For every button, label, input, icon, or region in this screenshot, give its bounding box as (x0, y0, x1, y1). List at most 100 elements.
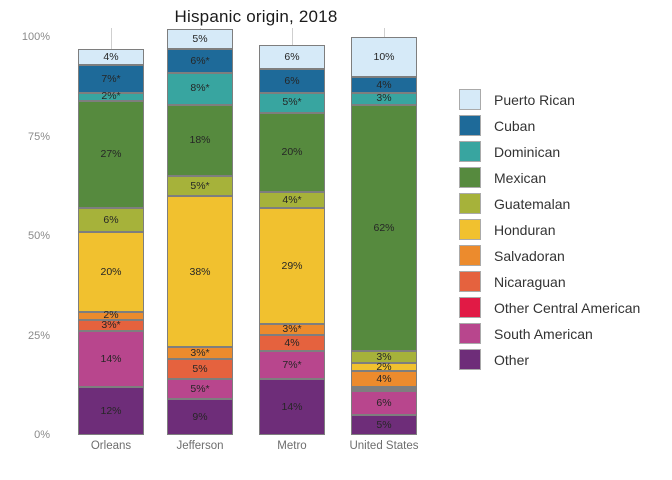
bar-segment: 38% (167, 196, 233, 348)
legend-label: Cuban (494, 117, 536, 134)
bar-segment-value-label: 3% (376, 92, 392, 105)
bar-jefferson: 5% 6%* 8%* 18% 5%* 38% 3%* 5% 5%* 9% (167, 29, 233, 435)
bar-segment: 7%* (78, 64, 144, 93)
bar-segment-value-label: 4% (376, 78, 392, 91)
bar-segment-value-label: 20% (281, 146, 303, 159)
bar-segment-value-label: 5%* (282, 96, 302, 109)
bar-segment-value-label: 12% (100, 404, 122, 417)
bar-segment-value-label: 20% (100, 265, 122, 278)
bar-segment: 7%* (259, 351, 325, 380)
bar-segment: 6% (259, 44, 325, 69)
bar-segment: 18% (167, 104, 233, 177)
bar-segment: 6%* (167, 48, 233, 73)
legend-label: Salvadoran (494, 247, 565, 264)
legend-item: South American (459, 323, 640, 344)
bar-segment: 3% (351, 92, 417, 105)
bar-segment: 3%* (259, 323, 325, 336)
bar-segment-value-label: 8%* (190, 82, 210, 95)
y-tick-label: 50% (27, 230, 50, 242)
legend-swatch-icon (459, 115, 481, 136)
bar-segment: 5%* (167, 176, 233, 197)
legend-item: Cuban (459, 115, 640, 136)
legend-label: Nicaraguan (494, 273, 566, 290)
legend-swatch-icon (459, 245, 481, 266)
bar-segment-value-label: 14% (281, 400, 303, 413)
bar-segment-value-label: 14% (100, 353, 122, 366)
bar-segment (351, 387, 417, 390)
bar-segment: 4% (259, 335, 325, 352)
legend-item: Dominican (459, 141, 640, 162)
bar-segment-value-label: 4%* (282, 193, 302, 206)
legend-item: Mexican (459, 167, 640, 188)
legend: Puerto Rican Cuban Dominican Mexican Guatema… (459, 89, 640, 375)
bar-segment: 5% (167, 359, 233, 380)
bar-segment: 4%* (259, 192, 325, 209)
bar-metro: 6% 6% 5%* 20% 4%* 29% 3%* 4% 7%* 14% (259, 44, 325, 435)
y-tick-label: 75% (27, 130, 50, 143)
legend-label: Guatemalan (494, 195, 571, 212)
legend-item: Other (459, 349, 640, 370)
legend-swatch-icon (459, 323, 481, 344)
bar-segment: 3% (351, 351, 417, 364)
bar-segment-value-label: 4% (284, 337, 300, 350)
bar-segment: 8%* (167, 72, 233, 105)
bar-segment-value-label: 6%* (190, 54, 210, 67)
legend-item: Nicaraguan (459, 271, 640, 292)
bar-segment-value-label: 7%* (101, 72, 121, 85)
legend-swatch-icon (459, 219, 481, 240)
bar-segment-value-label: 38% (189, 265, 211, 278)
bar-segment: 5% (167, 29, 233, 49)
bar-segment (351, 389, 417, 392)
legend-swatch-icon (459, 193, 481, 214)
bar-segment: 20% (259, 112, 325, 193)
bar-segment: 2% (351, 362, 417, 372)
bar-segment-value-label: 4% (103, 50, 119, 63)
legend-item: Puerto Rican (459, 89, 640, 110)
bar-segment: 5%* (167, 379, 233, 400)
category-tick-line (200, 28, 201, 30)
bar-segment-value-label: 62% (373, 221, 395, 234)
legend-item: Honduran (459, 219, 640, 240)
legend-label: Other Central American (494, 299, 641, 316)
y-tick-label: 0% (34, 429, 50, 441)
bar-segment-value-label: 29% (281, 259, 303, 272)
legend-swatch-icon (459, 167, 481, 188)
legend-label: South American (494, 325, 593, 342)
bar-segment-value-label: 6% (284, 74, 300, 87)
bar-united-states: 10% 4% 3% 62% 3% 2% 4% 6% 5% (351, 37, 417, 435)
legend-label: Puerto Rican (494, 91, 575, 108)
legend-label: Dominican (494, 143, 561, 160)
legend-swatch-icon (459, 297, 481, 318)
bar-segment-value-label: 9% (192, 410, 208, 423)
bar-segment-value-label: 3%* (190, 347, 210, 360)
bar-segment: 5% (351, 415, 417, 435)
bar-segment: 6% (78, 208, 144, 232)
legend-item: Other Central American (459, 297, 640, 318)
x-category-label: Orleans (90, 440, 132, 452)
bar-segment-value-label: 3% (376, 351, 392, 364)
bar-segment-value-label: 3%* (282, 323, 302, 336)
bar-segment-value-label: 6% (376, 396, 392, 409)
bar-segment: 2%* (78, 91, 144, 101)
bar-segment: 20% (78, 231, 144, 312)
bar-segment: 3%* (78, 319, 144, 332)
bar-segment-value-label: 18% (189, 134, 211, 147)
legend-item: Salvadoran (459, 245, 640, 266)
bar-segment: 27% (78, 100, 144, 209)
bar-segment: 9% (167, 399, 233, 435)
bar-segment: 4% (78, 48, 144, 65)
bar-segment: 6% (351, 391, 417, 416)
bar-segment: 4% (351, 371, 417, 388)
bar-segment-value-label: 5% (192, 363, 208, 375)
y-tick-label: 25% (27, 329, 50, 342)
bar-segment-value-label: 5% (376, 418, 392, 431)
bar-segment: 12% (78, 387, 144, 435)
legend-label: Mexican (494, 169, 547, 186)
bar-segment: 4% (351, 76, 417, 93)
bar-segment: 14% (259, 379, 325, 435)
legend-swatch-icon (459, 141, 481, 162)
x-category-label: United States (349, 440, 419, 452)
legend-swatch-icon (459, 271, 481, 292)
y-tick-label: 100% (21, 31, 50, 43)
bar-segment-value-label: 4% (376, 372, 392, 385)
